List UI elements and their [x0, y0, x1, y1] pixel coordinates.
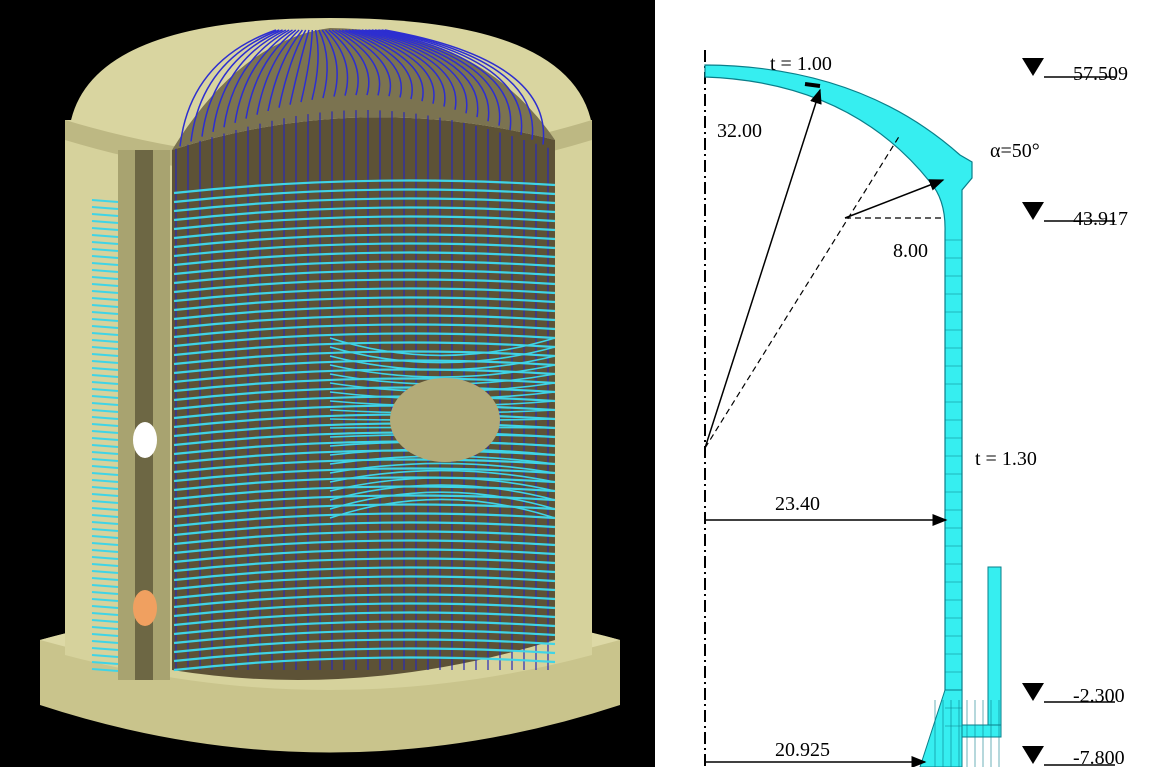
- dome-radius: 32.00: [717, 120, 762, 142]
- cross-section: [705, 50, 1115, 767]
- elevation: 57.509: [1073, 63, 1128, 85]
- angle: α=50°: [990, 140, 1040, 162]
- elevation: 43.917: [1073, 208, 1128, 230]
- penetration: [133, 422, 157, 458]
- dome-shell: [705, 65, 972, 735]
- knuckle-radius: 8.00: [893, 240, 928, 262]
- dimension-arrow: [705, 90, 820, 448]
- diagram: t = 1.00 32.00 α=50° 8.00 t = 1.30 23.40…: [0, 0, 1154, 767]
- inner-radius: 23.40: [775, 493, 820, 515]
- dimension-guide: [705, 135, 900, 448]
- wall-thickness: t = 1.30: [975, 448, 1037, 470]
- base-radius: 20.925: [775, 739, 830, 761]
- elevation-marker: [1022, 58, 1044, 76]
- penetration: [133, 590, 157, 626]
- thick-segment: [805, 84, 820, 86]
- elevation-marker: [1022, 202, 1044, 220]
- elevation: -2.300: [1073, 685, 1125, 707]
- elevation-marker: [1022, 746, 1044, 764]
- opening: [390, 378, 500, 462]
- containment-render: [40, 18, 620, 753]
- dome-thickness: t = 1.00: [770, 53, 832, 75]
- base-link: [962, 725, 1001, 737]
- elevation-marker: [1022, 683, 1044, 701]
- elevation: -7.800: [1073, 747, 1125, 767]
- base: [920, 690, 962, 767]
